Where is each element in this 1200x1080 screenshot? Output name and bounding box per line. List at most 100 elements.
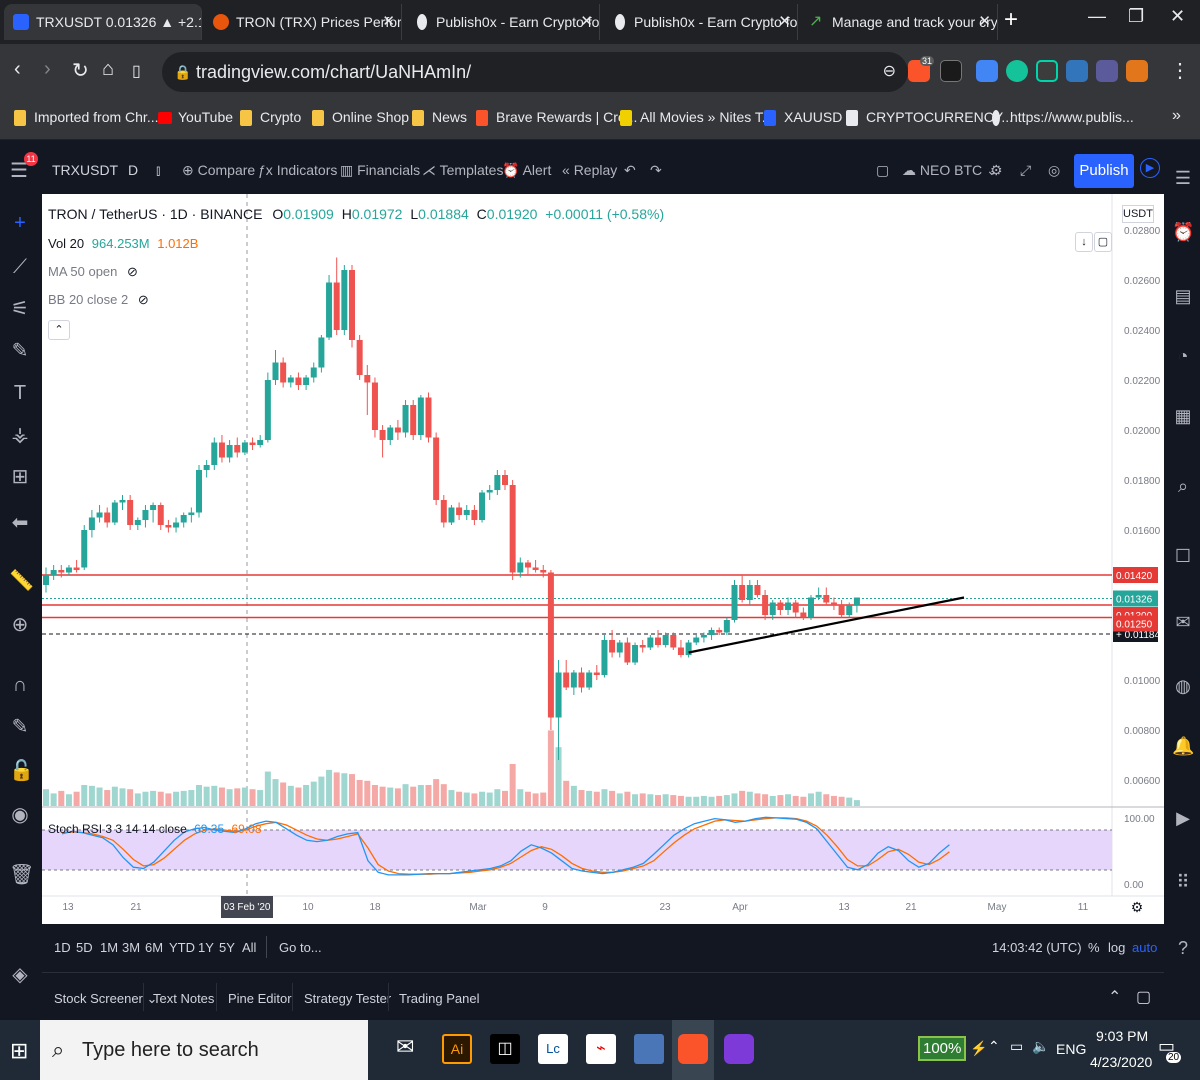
language-indicator[interactable]: ENG — [1056, 1041, 1087, 1057]
new-tab-button[interactable]: + — [1004, 6, 1019, 33]
auto-toggle[interactable]: auto — [1132, 940, 1158, 955]
reload-icon[interactable]: ↻ — [72, 60, 89, 82]
clock-date[interactable]: 4/23/2020 — [1090, 1054, 1153, 1070]
range-5y[interactable]: 5Y — [219, 940, 235, 955]
order-panel-icon[interactable]: ▶ — [1176, 808, 1190, 828]
brush-icon[interactable]: ✎ — [11, 340, 29, 362]
zoom-in-icon[interactable]: ⊕ — [11, 614, 29, 636]
chevron-up-icon[interactable]: ⌃ — [1108, 989, 1122, 1006]
browser-tab-publish0x-2[interactable]: Publish0x - Earn Crypto for Pu ✕ — [602, 4, 798, 40]
ma-legend[interactable]: MA 50 open ⊘ — [48, 264, 138, 279]
extension-icon[interactable] — [1096, 60, 1118, 82]
range-3m[interactable]: 3M — [122, 940, 141, 955]
magnet-icon[interactable]: ∩ — [12, 674, 28, 696]
trendline-group[interactable] — [688, 596, 965, 654]
bookmarks-overflow-button[interactable]: » — [1172, 107, 1181, 124]
range-1d[interactable]: 1D — [54, 940, 71, 955]
layers-icon[interactable]: ◈ — [12, 964, 28, 986]
utc-clock[interactable]: 14:03:42 (UTC) — [992, 940, 1082, 955]
bookmark-item[interactable]: CRYPTOCURRENCY... — [846, 109, 1013, 126]
indicators-button[interactable]: ƒx Indicators — [258, 162, 338, 178]
trend-line-icon[interactable]: ⟋ — [13, 256, 27, 278]
lock-drawing-icon[interactable]: ✎ — [11, 716, 29, 738]
redo-icon[interactable]: ↷ — [650, 162, 662, 178]
browser-tab-publish0x-1[interactable]: Publish0x - Earn Crypto for Pu ✕ — [404, 4, 600, 40]
range-1m[interactable]: 1M — [100, 940, 119, 955]
bookmark-item[interactable]: News — [412, 109, 467, 126]
tab-text-notes[interactable]: Text Notes — [153, 991, 215, 1006]
brave-nightly-icon[interactable] — [724, 1034, 754, 1064]
restore-button[interactable]: ❐ — [1128, 6, 1145, 26]
forward-icon[interactable]: › — [44, 58, 51, 80]
zoom-icon[interactable]: ⊖ — [882, 63, 896, 80]
range-5d[interactable]: 5D — [76, 940, 93, 955]
range-all[interactable]: All — [242, 940, 257, 955]
symbol-search-button[interactable]: TRXUSDT — [52, 162, 119, 178]
tab-trading-panel[interactable]: Trading Panel — [399, 991, 480, 1006]
illustrator-icon[interactable]: Ai — [442, 1034, 472, 1064]
brave-taskbar-button[interactable] — [672, 1020, 714, 1080]
time-axis[interactable]: 13 21 03 Feb '20 10 18 Mar 9 23 Apr 13 21 May 11 ⚙ — [62, 896, 1143, 918]
bookmark-item[interactable]: Online Shop — [312, 109, 409, 126]
play-icon[interactable]: ▶ — [1140, 158, 1160, 178]
metamask-icon[interactable] — [1126, 60, 1148, 82]
power-icon[interactable]: ⚡ — [970, 1040, 988, 1056]
bb-legend[interactable]: BB 20 close 2 ⊘ — [48, 292, 149, 307]
prediction-icon[interactable]: ⊞ — [11, 466, 29, 488]
hotlist-icon[interactable]: ◔ — [1177, 346, 1189, 366]
back-arrow-icon[interactable]: ⬅ — [11, 512, 29, 534]
browser-tab-manage[interactable]: ↗ Manage and track your crypto ✕ — [800, 4, 998, 40]
hamburger-menu-icon[interactable]: ☰ — [10, 160, 28, 182]
range-6m[interactable]: 6M — [145, 940, 164, 955]
replay-button[interactable]: « Replay — [562, 162, 618, 178]
clock-time[interactable]: 9:03 PM — [1096, 1028, 1149, 1044]
text-icon[interactable]: T — [13, 382, 27, 404]
bookmark-item[interactable]: XAUUSD — [764, 109, 842, 126]
fullscreen-icon[interactable]: ⤢ — [1020, 162, 1032, 178]
interval-button[interactable]: D — [128, 162, 139, 178]
data-window-icon[interactable]: ▤ — [1174, 286, 1192, 306]
tab-strategy-tester[interactable]: Strategy Tester — [304, 991, 392, 1006]
bookmark-item[interactable]: YouTube — [158, 109, 233, 125]
chart-type-icon[interactable]: ⫾ — [156, 162, 161, 178]
bookmark-item[interactable]: https://www.publis... — [990, 109, 1134, 126]
back-icon[interactable]: ‹ — [14, 58, 21, 80]
bookmark-item[interactable]: Imported from Chr... — [14, 109, 158, 126]
menu-icon[interactable]: ⋮ — [1170, 60, 1190, 82]
close-icon[interactable]: ✕ — [778, 13, 791, 30]
pattern-icon[interactable]: ⚶ — [11, 424, 29, 446]
ruler-icon[interactable]: 📏 — [9, 570, 34, 592]
trash-icon[interactable]: 🗑 — [9, 864, 35, 886]
app-icon[interactable]: ◫ — [490, 1034, 520, 1064]
hidden-eye-icon[interactable]: ⊘ — [127, 264, 138, 279]
layout-select[interactable]: ☁ NEO BTC ⌄ — [902, 162, 998, 178]
maximize-pane-icon[interactable]: ▢ — [1094, 232, 1112, 252]
crosshair-icon[interactable]: + — [14, 212, 26, 234]
battery-icon[interactable]: ▭ — [1010, 1038, 1024, 1054]
tab-stock-screener[interactable]: Stock Screener ⌄ — [54, 991, 158, 1006]
battery-indicator[interactable]: 100% — [918, 1036, 967, 1061]
alert-button[interactable]: ⏰ Alert — [502, 162, 552, 178]
percent-toggle[interactable]: % — [1088, 940, 1100, 955]
fib-icon[interactable]: ⚟ — [11, 298, 29, 320]
address-bar[interactable]: 🔒 tradingview.com/chart/UaNHAmIn/ ⊖ — [162, 52, 908, 92]
scroll-down-icon[interactable]: ↓ — [1075, 232, 1093, 252]
bookmark-item[interactable]: Crypto — [240, 109, 301, 126]
price-chart[interactable]: 0.02800 0.02600 0.02400 0.02200 0.02000 0.018… — [42, 194, 1164, 924]
close-window-button[interactable]: ✕ — [1170, 6, 1186, 26]
brave-rewards-icon[interactable] — [940, 60, 962, 82]
minimize-button[interactable]: — — [1088, 6, 1106, 26]
lock-icon[interactable]: 🔓 — [9, 760, 34, 782]
price-axis[interactable]: 0.02800 0.02600 0.02400 0.02200 0.02000 0.018… — [1113, 226, 1161, 891]
chat-icon[interactable]: ☐ — [1174, 546, 1192, 566]
publish-button[interactable]: Publish — [1074, 154, 1134, 188]
range-1y[interactable]: 1Y — [198, 940, 214, 955]
dom-icon[interactable]: ⠿ — [1176, 872, 1190, 892]
settings-gear-icon[interactable]: ⚙ — [990, 162, 1003, 178]
volume-icon[interactable]: 🔈 — [1032, 1038, 1050, 1054]
alerts-clock-icon[interactable]: ⏰ — [1172, 222, 1195, 242]
windows-start-icon[interactable]: ⊞ — [10, 1038, 29, 1063]
financials-button[interactable]: ▥ Financials — [340, 162, 421, 178]
action-center-icon[interactable]: ▭ — [1158, 1036, 1176, 1056]
bookmark-item[interactable]: Brave Rewards | Cre... — [476, 109, 637, 126]
